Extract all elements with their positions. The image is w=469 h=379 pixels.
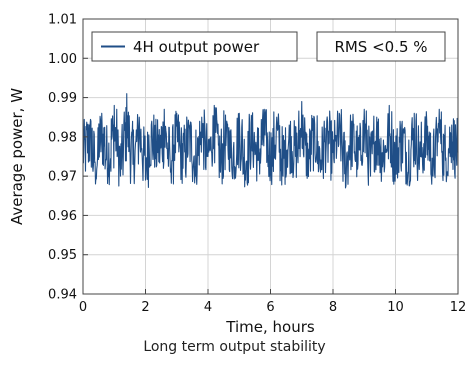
series-area: [82, 93, 459, 189]
x-tick-label: 4: [204, 300, 212, 315]
x-tick-label: 6: [266, 300, 274, 315]
figure-caption: Long term output stability: [143, 339, 326, 355]
legend: 4H output power: [91, 31, 298, 62]
power-stability-chart: 0 2 4 6 8 10 12 0.94 0.95 0.96 0.97 0.98 0.99 1.00 1.…: [8, 13, 466, 336]
y-tick-label: 1.01: [48, 13, 77, 28]
x-axis-label: Time, hours: [225, 318, 315, 335]
x-tick-label: 2: [141, 300, 149, 315]
y-tick-label: 0.94: [48, 288, 77, 303]
x-axis-ticks: 0 2 4 6 8 10 12: [79, 289, 466, 315]
rms-label: RMS <0.5 %: [334, 38, 427, 56]
y-tick-label: 0.98: [48, 130, 77, 145]
legend-box: [91, 31, 298, 62]
y-tick-label: 0.95: [48, 248, 77, 263]
series-line-4h-output-power: [82, 93, 459, 189]
y-tick-label: 0.97: [48, 170, 77, 185]
y-tick-label: 0.96: [48, 209, 77, 224]
x-tick-label: 10: [387, 300, 404, 315]
y-axis-ticks: 0.94 0.95 0.96 0.97 0.98 0.99 1.00 1.01: [48, 13, 88, 303]
x-tick-label: 0: [79, 300, 87, 315]
y-tick-label: 1.00: [48, 52, 77, 67]
y-tick-label: 0.99: [48, 91, 77, 106]
x-tick-label: 8: [329, 300, 337, 315]
legend-series-label: 4H output power: [133, 38, 260, 56]
rms-box: [316, 31, 446, 62]
x-tick-label: 12: [450, 300, 467, 315]
y-axis-label: Average power, W: [8, 88, 26, 225]
rms-annotation: RMS <0.5 %: [316, 31, 446, 62]
